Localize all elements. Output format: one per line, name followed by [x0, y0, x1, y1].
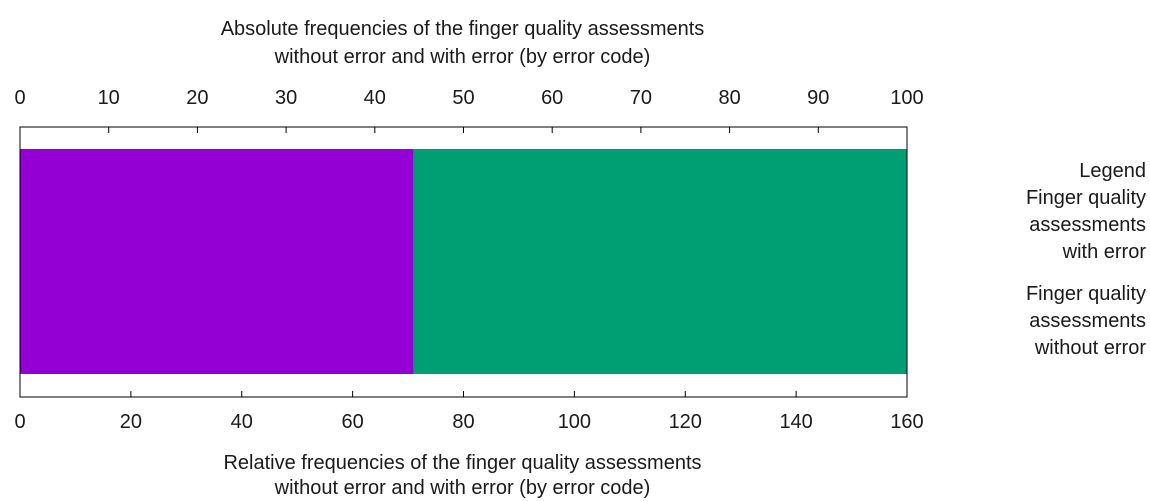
chart-title-line-1: Absolute frequencies of the finger quali…: [220, 18, 705, 40]
legend-entry-with-error-line-2: assessments: [1029, 214, 1146, 236]
bar-segment-with-error: [20, 149, 414, 374]
top-axis-tick-label: 60: [541, 87, 563, 109]
chart-title-line-2: without error and with error (by error c…: [274, 46, 651, 68]
legend-entry-with-error: Finger quality assessments with error: [960, 185, 1146, 266]
top-axis-tick-label: 10: [98, 87, 120, 109]
top-axis-tick-label: 70: [630, 87, 652, 109]
legend: Legend Finger quality assessments with e…: [960, 158, 1146, 362]
top-axis-tick-label: 90: [807, 87, 829, 109]
bottom-axis-tick-label: 120: [669, 411, 702, 433]
bottom-axis-tick-label: 160: [890, 411, 923, 433]
top-axis-tick-label: 20: [186, 87, 208, 109]
bottom-axis-tick-label: 0: [14, 411, 25, 433]
bottom-axis-tick-label: 140: [779, 411, 812, 433]
top-axis-tick-label: 0: [14, 87, 25, 109]
legend-entry-with-error-line-1: Finger quality: [1025, 187, 1146, 209]
top-axis-tick-label: 80: [718, 87, 740, 109]
legend-entry-with-error-line-3: with error: [1062, 241, 1146, 263]
top-axis-tick-label: 100: [890, 87, 923, 109]
bar-segment-without-error: [413, 149, 907, 374]
bottom-axis-tick-label: 60: [342, 411, 364, 433]
x-axis-label-line-1: Relative frequencies of the finger quali…: [223, 452, 702, 474]
legend-entry-without-error-line-2: assessments: [1029, 310, 1146, 332]
bottom-axis-tick-label: 80: [452, 411, 474, 433]
legend-entry-without-error-line-3: without error: [1034, 337, 1146, 359]
bottom-axis-tick-label: 100: [558, 411, 591, 433]
top-axis-tick-label: 30: [275, 87, 297, 109]
top-axis-tick-label: 50: [452, 87, 474, 109]
legend-entry-without-error: Finger quality assessments without error: [960, 281, 1146, 362]
legend-title: Legend: [1079, 160, 1146, 182]
bottom-axis-tick-label: 20: [120, 411, 142, 433]
x-axis-label-line-2: without error and with error (by error c…: [274, 477, 651, 499]
top-axis-tick-label: 40: [364, 87, 386, 109]
legend-entry-without-error-line-1: Finger quality: [1025, 283, 1146, 305]
bottom-axis-tick-label: 40: [231, 411, 253, 433]
